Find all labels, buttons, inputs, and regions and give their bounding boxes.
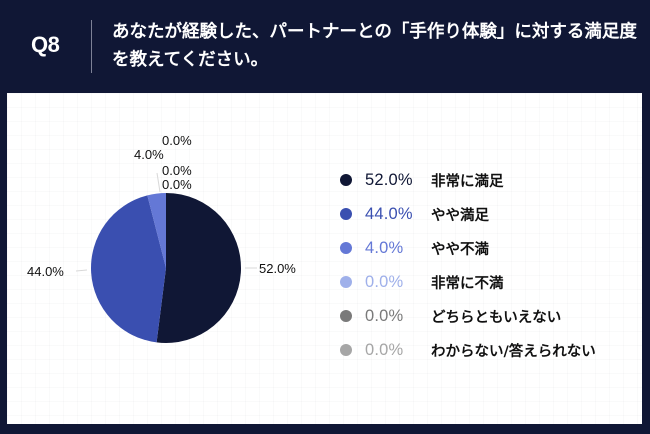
- legend-dot-icon: [340, 208, 352, 220]
- legend-dot-icon: [340, 276, 352, 288]
- legend-pct: 0.0%: [365, 272, 404, 291]
- legend-pct: 0.0%: [365, 340, 404, 359]
- pie-slice: [156, 193, 241, 343]
- legend-label: どちらともいえない: [431, 309, 562, 326]
- pie-slice: [90, 195, 166, 343]
- pie-label-dont-know: 0.0%: [162, 133, 192, 148]
- legend-item: 0.0% 非常に不満: [340, 265, 596, 299]
- pie-slices: [90, 193, 241, 343]
- legend-dot-icon: [340, 174, 352, 186]
- legend-item: 44.0% やや満足: [340, 197, 596, 231]
- legend-label: やや満足: [431, 207, 489, 224]
- legend-dot-icon: [340, 344, 352, 356]
- header-divider: [91, 20, 92, 73]
- legend-label: 非常に不満: [431, 275, 504, 292]
- chart-panel: 52.0% 44.0% 4.0% 0.0% 0.0% 0.0% 52.0% 非常…: [7, 93, 642, 424]
- legend-pct: 44.0%: [365, 204, 413, 223]
- legend-pct: 52.0%: [365, 170, 413, 189]
- pie-label-somewhat-dissatisfied: 4.0%: [134, 147, 164, 162]
- pie-chart: [75, 172, 257, 343]
- pie-label-very-satisfied: 52.0%: [259, 261, 296, 276]
- leader-lines: [75, 172, 257, 272]
- legend-item: 52.0% 非常に満足: [340, 163, 596, 197]
- pie-slice: [147, 193, 166, 268]
- question-title: あなたが経験した、パートナーとの「手作り体験」に対する満足度を教えてください。: [112, 22, 637, 70]
- legend-label: 非常に満足: [431, 173, 504, 190]
- legend-item: 0.0% どちらともいえない: [340, 299, 596, 333]
- legend-pct: 0.0%: [365, 306, 404, 325]
- pie-label-neither: 0.0%: [162, 163, 192, 178]
- legend-item: 0.0% わからない/答えられない: [340, 333, 596, 367]
- legend-dot-icon: [340, 310, 352, 322]
- question-number: Q8: [31, 32, 60, 57]
- chart-legend: 52.0% 非常に満足 44.0% やや満足 4.0% やや不満 0.0% 非常…: [340, 163, 596, 367]
- legend-label: わからない/答えられない: [431, 343, 596, 360]
- pie-label-somewhat-satisfied: 44.0%: [27, 264, 64, 279]
- question-header: Q8 あなたが経験した、パートナーとの「手作り体験」に対する満足度を教えてくださ…: [0, 0, 650, 93]
- pie-label-very-dissatisfied: 0.0%: [162, 177, 192, 192]
- legend-item: 4.0% やや不満: [340, 231, 596, 265]
- legend-label: やや不満: [431, 241, 489, 258]
- legend-pct: 4.0%: [365, 238, 404, 257]
- legend-dot-icon: [340, 242, 352, 254]
